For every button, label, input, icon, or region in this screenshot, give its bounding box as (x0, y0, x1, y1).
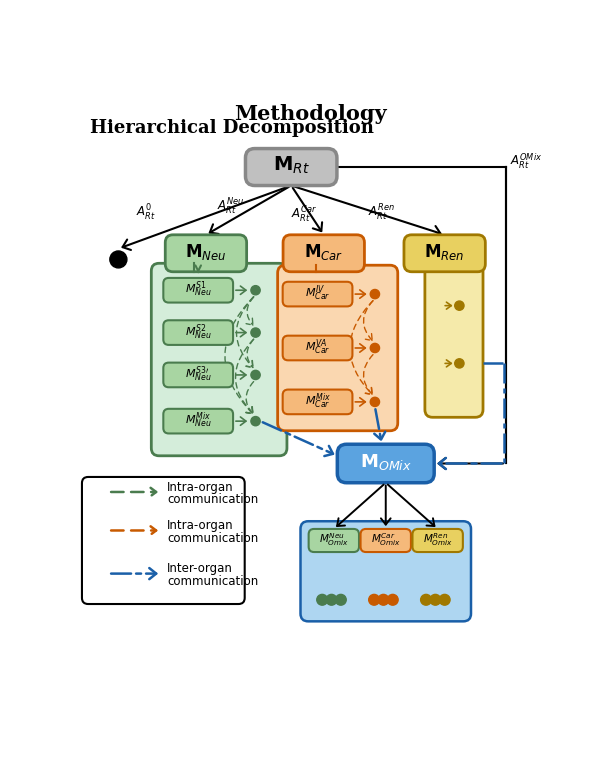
Text: $\mathbf{M}_{Neu}$: $\mathbf{M}_{Neu}$ (185, 242, 227, 262)
FancyBboxPatch shape (404, 235, 485, 272)
FancyBboxPatch shape (413, 529, 463, 552)
Circle shape (368, 594, 379, 605)
FancyBboxPatch shape (164, 362, 233, 387)
FancyBboxPatch shape (301, 521, 471, 622)
Text: $M_{Omix}^{Ren}$: $M_{Omix}^{Ren}$ (422, 532, 453, 548)
Text: $\mathbf{M}_{Rt}$: $\mathbf{M}_{Rt}$ (273, 155, 310, 176)
Circle shape (378, 594, 389, 605)
Circle shape (430, 594, 441, 605)
Text: Intra-organ: Intra-organ (167, 481, 234, 494)
Circle shape (251, 328, 260, 338)
Text: communication: communication (167, 575, 258, 587)
Text: $A_{Rt}^{Car}$: $A_{Rt}^{Car}$ (291, 205, 318, 225)
FancyBboxPatch shape (361, 529, 411, 552)
Circle shape (421, 594, 431, 605)
Text: $M_{Neu}^{S1}$: $M_{Neu}^{S1}$ (185, 279, 211, 300)
Circle shape (335, 594, 346, 605)
FancyBboxPatch shape (164, 278, 233, 303)
FancyBboxPatch shape (282, 390, 353, 414)
Text: communication: communication (167, 532, 258, 545)
Text: Hierarchical Decomposition: Hierarchical Decomposition (90, 120, 373, 137)
FancyBboxPatch shape (245, 148, 337, 185)
Text: Intra-organ: Intra-organ (167, 519, 234, 532)
FancyBboxPatch shape (164, 320, 233, 345)
Circle shape (439, 594, 450, 605)
Text: $M_{Omix}^{Car}$: $M_{Omix}^{Car}$ (371, 532, 401, 548)
Text: $M_{Omix}^{Neu}$: $M_{Omix}^{Neu}$ (319, 532, 349, 548)
Text: $M_{Car}^{Mix}$: $M_{Car}^{Mix}$ (305, 391, 330, 411)
Text: $A_{Rt}^{0}$: $A_{Rt}^{0}$ (136, 203, 155, 223)
Text: $M_{Car}^{VA}$: $M_{Car}^{VA}$ (305, 338, 330, 357)
Text: $A_{Rt}^{OMix}$: $A_{Rt}^{OMix}$ (510, 151, 542, 171)
Text: $\mathbf{M}_{Car}$: $\mathbf{M}_{Car}$ (304, 242, 344, 262)
Text: $M_{Neu}^{S2}$: $M_{Neu}^{S2}$ (185, 322, 211, 341)
Circle shape (110, 251, 127, 268)
FancyBboxPatch shape (152, 263, 287, 456)
FancyBboxPatch shape (283, 235, 364, 272)
Circle shape (251, 370, 260, 379)
Circle shape (251, 286, 260, 295)
Circle shape (387, 594, 398, 605)
Text: communication: communication (167, 494, 258, 506)
Circle shape (370, 289, 379, 299)
Text: $M_{Neu}^{Mix}$: $M_{Neu}^{Mix}$ (185, 411, 211, 430)
Text: $M_{Car}^{IV}$: $M_{Car}^{IV}$ (305, 283, 330, 303)
FancyBboxPatch shape (282, 282, 353, 307)
Circle shape (454, 301, 464, 310)
Circle shape (251, 417, 260, 426)
Text: Inter-organ: Inter-organ (167, 563, 233, 576)
FancyBboxPatch shape (282, 336, 353, 360)
FancyBboxPatch shape (164, 409, 233, 434)
FancyBboxPatch shape (82, 477, 245, 604)
Text: $A_{Rt}^{Ren}$: $A_{Rt}^{Ren}$ (368, 203, 395, 223)
FancyBboxPatch shape (165, 235, 247, 272)
Text: Methodology: Methodology (235, 104, 387, 124)
FancyBboxPatch shape (308, 529, 359, 552)
FancyBboxPatch shape (425, 263, 483, 417)
Circle shape (326, 594, 337, 605)
Text: $M_{Neu}^{S3\prime}$: $M_{Neu}^{S3\prime}$ (185, 365, 211, 384)
FancyBboxPatch shape (338, 444, 434, 483)
FancyBboxPatch shape (278, 265, 398, 431)
Text: $\mathbf{M}_{OMix}$: $\mathbf{M}_{OMix}$ (360, 452, 411, 472)
Text: $A_{Rt}^{Neu}$: $A_{Rt}^{Neu}$ (217, 197, 245, 217)
Circle shape (370, 397, 379, 407)
Circle shape (454, 359, 464, 368)
Text: $\mathbf{M}_{Ren}$: $\mathbf{M}_{Ren}$ (424, 242, 465, 262)
Circle shape (317, 594, 328, 605)
Circle shape (370, 343, 379, 352)
